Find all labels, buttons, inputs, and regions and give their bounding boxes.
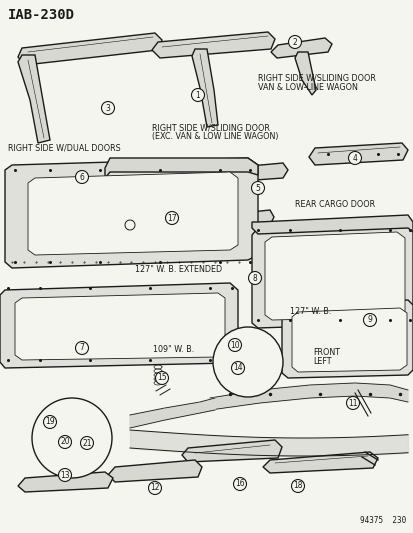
Polygon shape — [105, 158, 257, 178]
Text: 17: 17 — [167, 214, 176, 222]
Circle shape — [155, 372, 168, 384]
Circle shape — [228, 338, 241, 351]
Text: 6: 6 — [79, 173, 84, 182]
Polygon shape — [192, 49, 218, 127]
Circle shape — [346, 397, 358, 409]
Circle shape — [191, 88, 204, 101]
Circle shape — [58, 435, 71, 448]
Text: 5: 5 — [255, 183, 260, 192]
Circle shape — [231, 361, 244, 375]
Polygon shape — [15, 293, 224, 360]
Circle shape — [148, 481, 161, 495]
Text: (EXC. VAN & LOW LINE WAGON): (EXC. VAN & LOW LINE WAGON) — [152, 132, 278, 141]
Circle shape — [291, 480, 304, 492]
Polygon shape — [262, 452, 377, 473]
Polygon shape — [221, 163, 287, 182]
Polygon shape — [264, 232, 404, 320]
Polygon shape — [18, 55, 50, 143]
Text: RIGHT SIDE W/DUAL DOORS: RIGHT SIDE W/DUAL DOORS — [8, 143, 121, 152]
Polygon shape — [354, 383, 389, 398]
Circle shape — [251, 182, 264, 195]
Polygon shape — [259, 385, 309, 403]
Polygon shape — [252, 215, 412, 234]
Polygon shape — [294, 52, 315, 95]
Text: 14: 14 — [233, 364, 242, 373]
Text: 15: 15 — [157, 374, 166, 383]
Text: 127" W. B. EXTENDED: 127" W. B. EXTENDED — [135, 265, 222, 274]
Polygon shape — [252, 222, 412, 328]
Text: 11: 11 — [347, 399, 357, 408]
Text: 9: 9 — [367, 316, 372, 325]
Polygon shape — [271, 38, 331, 58]
Text: FRONT: FRONT — [312, 348, 339, 357]
Polygon shape — [291, 308, 406, 372]
Circle shape — [80, 437, 93, 449]
Polygon shape — [0, 283, 237, 368]
Text: 127" W. B.: 127" W. B. — [289, 307, 330, 316]
Circle shape — [75, 171, 88, 183]
Text: 16: 16 — [235, 480, 244, 489]
Text: 4: 4 — [352, 154, 356, 163]
Text: REAR CARGO DOOR: REAR CARGO DOOR — [294, 200, 374, 209]
Circle shape — [288, 36, 301, 49]
Text: 7: 7 — [79, 343, 84, 352]
Text: 2: 2 — [292, 37, 297, 46]
Text: 1: 1 — [195, 91, 200, 100]
Text: 12: 12 — [150, 483, 159, 492]
Text: 8: 8 — [252, 273, 257, 282]
Text: IAB-230D: IAB-230D — [8, 8, 75, 22]
Polygon shape — [281, 300, 412, 378]
Circle shape — [32, 398, 112, 478]
Polygon shape — [308, 143, 407, 165]
Circle shape — [233, 478, 246, 490]
Circle shape — [101, 101, 114, 115]
Polygon shape — [309, 383, 354, 398]
Polygon shape — [108, 460, 202, 482]
Text: 10: 10 — [230, 341, 239, 350]
Text: RIGHT SIDE W/SLIDING DOOR: RIGHT SIDE W/SLIDING DOOR — [152, 123, 269, 132]
Text: RIGHT SIDE W/SLIDING DOOR: RIGHT SIDE W/SLIDING DOOR — [257, 73, 375, 82]
Text: 19: 19 — [45, 417, 55, 426]
Text: 3: 3 — [105, 103, 110, 112]
Polygon shape — [218, 210, 273, 228]
Polygon shape — [152, 32, 274, 58]
Polygon shape — [182, 440, 281, 462]
Circle shape — [248, 271, 261, 285]
Polygon shape — [209, 390, 259, 410]
Polygon shape — [165, 402, 199, 420]
Polygon shape — [130, 408, 165, 428]
Circle shape — [75, 342, 88, 354]
Text: 20: 20 — [60, 438, 70, 447]
Circle shape — [43, 416, 56, 429]
Text: LEFT: LEFT — [312, 357, 331, 366]
Circle shape — [165, 212, 178, 224]
Text: 13: 13 — [60, 471, 70, 480]
Text: 21: 21 — [82, 439, 92, 448]
Polygon shape — [18, 472, 113, 492]
Circle shape — [348, 151, 361, 165]
Circle shape — [212, 327, 282, 397]
Text: 109" W. B.: 109" W. B. — [153, 345, 194, 354]
Polygon shape — [389, 385, 407, 402]
Polygon shape — [28, 172, 237, 255]
Text: 18: 18 — [292, 481, 302, 490]
Circle shape — [363, 313, 375, 327]
Polygon shape — [18, 33, 161, 65]
Circle shape — [58, 469, 71, 481]
Text: VAN & LOW-LINE WAGON: VAN & LOW-LINE WAGON — [257, 83, 357, 92]
Text: 94375  230: 94375 230 — [359, 516, 405, 525]
Polygon shape — [5, 158, 257, 268]
Polygon shape — [218, 175, 237, 218]
Polygon shape — [199, 398, 214, 413]
